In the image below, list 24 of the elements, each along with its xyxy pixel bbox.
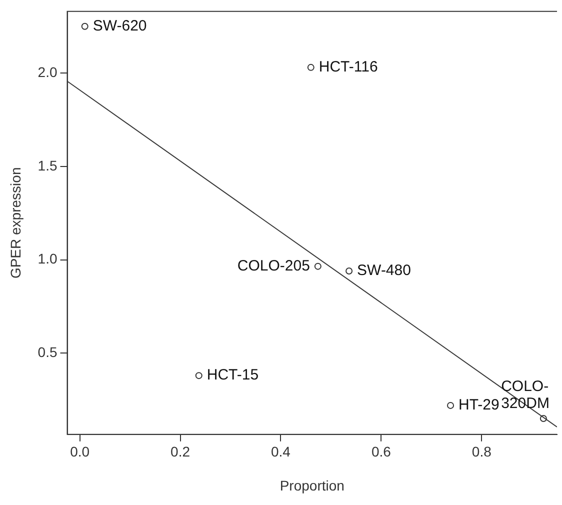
y-axis-title: GPER expression bbox=[7, 167, 24, 279]
point bbox=[346, 267, 353, 274]
y-tick-label: 1.0 bbox=[38, 250, 58, 267]
x-axis-title: Proportion bbox=[280, 477, 344, 494]
annotation: HT-29 bbox=[458, 396, 500, 414]
x-tick-label: 0.8 bbox=[472, 444, 492, 460]
point bbox=[447, 402, 454, 409]
point bbox=[307, 64, 314, 71]
point bbox=[540, 415, 547, 422]
x-tick-label: 0.0 bbox=[70, 444, 90, 460]
annotation: SW-480 bbox=[357, 262, 411, 280]
point bbox=[195, 372, 202, 380]
y-tick-label: 2.0 bbox=[38, 64, 58, 80]
x-tick-label: 0.6 bbox=[371, 444, 392, 460]
x-tick-label: 0.4 bbox=[271, 444, 291, 460]
x-tick-label: 0.2 bbox=[170, 444, 190, 460]
annotation: COLO-205 bbox=[237, 257, 310, 274]
y-tick-label: 1.5 bbox=[38, 157, 58, 174]
point bbox=[314, 262, 322, 270]
y-tick-label: 0.5 bbox=[38, 344, 58, 360]
annotation: HCT-15 bbox=[206, 366, 259, 384]
annotation: SW-620 bbox=[92, 17, 147, 34]
point bbox=[81, 22, 88, 30]
annotation: HCT-116 bbox=[318, 58, 378, 76]
